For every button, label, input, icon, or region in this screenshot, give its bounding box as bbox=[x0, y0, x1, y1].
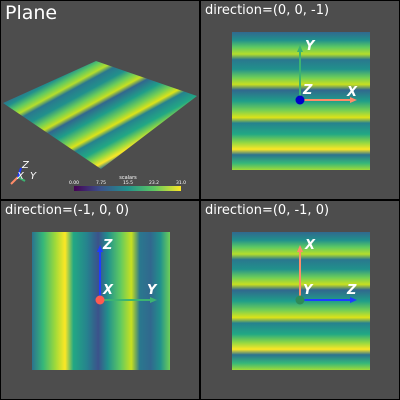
horizontal-axis-arrow bbox=[350, 97, 357, 103]
origin-marker bbox=[295, 95, 305, 105]
vertical-axis-arrow bbox=[97, 245, 103, 252]
horizontal-axis-arrow bbox=[150, 297, 157, 303]
vertical-axis-arrow bbox=[297, 45, 303, 52]
vertical-axis-label: X bbox=[304, 238, 316, 253]
origin-marker bbox=[295, 295, 305, 305]
horizontal-axis-label: X bbox=[346, 85, 358, 100]
center-axis-label: Z bbox=[302, 83, 313, 98]
x-axis-label: X bbox=[16, 171, 25, 182]
scalar-bar: scalars 0.00 7.75 15.5 23.2 31.0 bbox=[69, 175, 186, 191]
x-axis-line bbox=[10, 176, 19, 185]
plane-3d-render: X Y Z scalars 0.00 7.75 15.5 23.2 31.0 bbox=[3, 61, 197, 191]
viewport-top-view[interactable]: direction=(0, 0, -1) bbox=[201, 1, 399, 199]
vertical-axis-arrow bbox=[297, 245, 303, 252]
plane-top-render: X Y Z bbox=[232, 32, 370, 170]
scalar-bar-tick: 7.75 bbox=[96, 180, 106, 186]
z-axis-line bbox=[17, 167, 22, 178]
viewport-front-view[interactable]: direction=(0, -1, 0) bbox=[201, 201, 399, 399]
center-axis-label: Y bbox=[303, 283, 314, 298]
scalar-bar-tick: 23.2 bbox=[149, 180, 159, 186]
scalar-bar-tick: 0.00 bbox=[69, 180, 79, 186]
viewport-title: Plane bbox=[5, 2, 58, 24]
vertical-axis-label: Z bbox=[102, 238, 113, 253]
viewport-side-view[interactable]: direction=(-1, 0, 0) bbox=[1, 201, 199, 399]
center-axis-label: X bbox=[102, 283, 114, 298]
axes-glyph: X Y Z bbox=[295, 39, 358, 105]
viewport-title: direction=(0, -1, 0) bbox=[205, 203, 330, 218]
horizontal-axis-label: Y bbox=[147, 283, 158, 298]
orientation-axes: X Y Z bbox=[10, 160, 37, 185]
axes-glyph: Y Z X bbox=[95, 238, 158, 305]
origin-marker bbox=[95, 295, 105, 305]
horizontal-axis-arrow bbox=[350, 297, 357, 303]
scalar-bar-tick: 15.5 bbox=[123, 180, 133, 186]
plane-surface bbox=[3, 61, 197, 169]
viewport-title: direction=(-1, 0, 0) bbox=[5, 203, 130, 218]
plane-front-render: Z X Y bbox=[232, 232, 370, 370]
horizontal-axis-label: Z bbox=[346, 283, 357, 298]
plane-side-render: Y Z X bbox=[32, 232, 170, 370]
vertical-axis-label: Y bbox=[305, 39, 316, 54]
scalar-bar-gradient bbox=[74, 186, 181, 191]
viewport-title: direction=(0, 0, -1) bbox=[205, 3, 330, 18]
scalar-bar-title: scalars bbox=[119, 175, 137, 181]
z-axis-label: Z bbox=[21, 160, 30, 171]
y-axis-label: Y bbox=[30, 171, 37, 182]
scalar-bar-tick: 31.0 bbox=[176, 180, 186, 186]
y-axis-line bbox=[17, 176, 26, 182]
axes-glyph: Z X Y bbox=[295, 238, 357, 305]
viewport-plane-3d[interactable]: Plane bbox=[1, 1, 199, 199]
